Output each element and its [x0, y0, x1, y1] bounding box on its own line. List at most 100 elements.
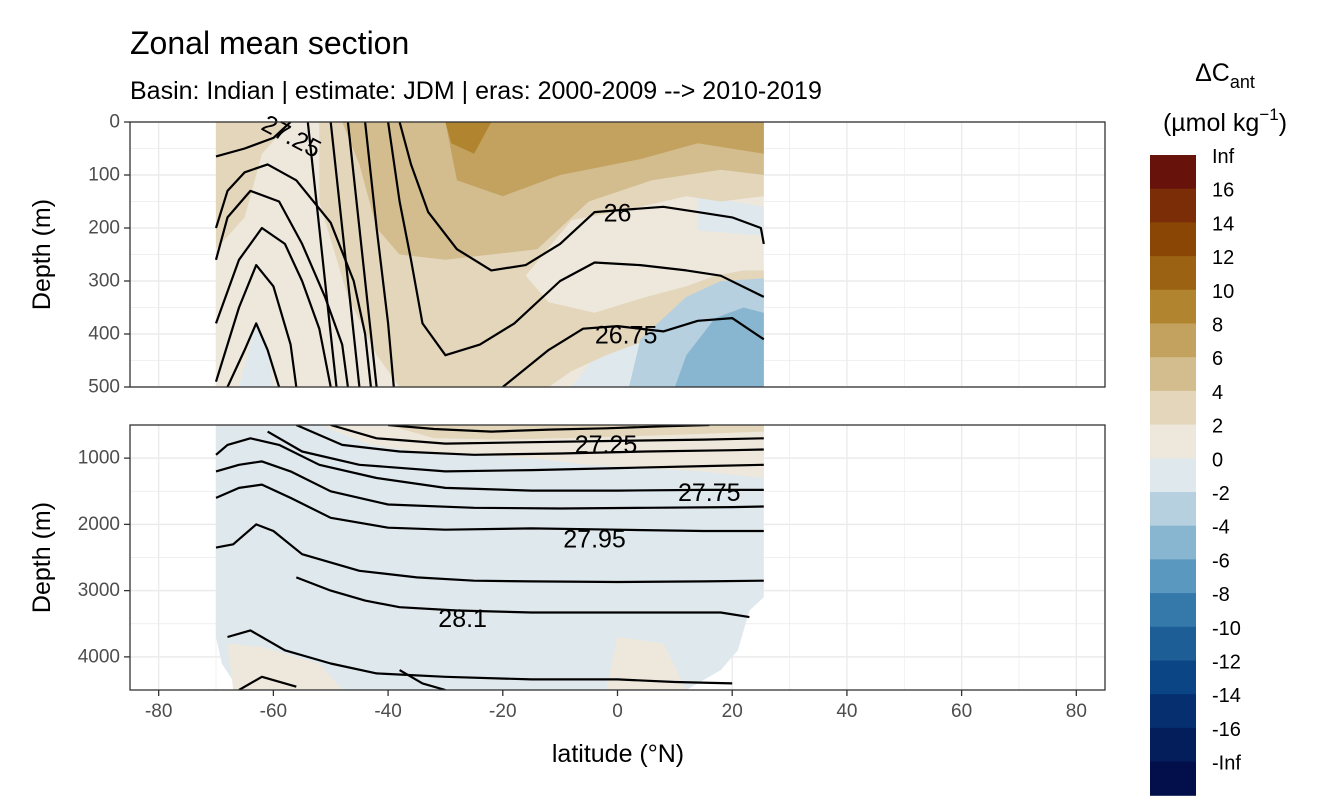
legend-label: 4 [1212, 382, 1223, 404]
density-contour-line [399, 669, 446, 690]
y-tick-label: 3000 [78, 580, 120, 601]
legend-swatch [1150, 694, 1196, 729]
contour-fill-region [445, 122, 764, 197]
x-tick-label: 80 [1066, 701, 1087, 722]
density-contour-line [227, 629, 733, 685]
y-tick-label: 400 [88, 324, 120, 345]
legend-swatch [1150, 761, 1196, 796]
legend-swatch [1150, 222, 1196, 257]
density-contour-line [215, 460, 764, 510]
contour-fill-region [606, 637, 687, 690]
lower-depth-panel: 27.25 27.75 27.95 28.1 1000 2000 3000 4000 [78, 424, 1106, 691]
legend-label: 6 [1212, 348, 1223, 370]
contour-label: 28.1 [438, 605, 487, 633]
contour-label: 26.75 [595, 321, 658, 349]
legend-swatch [1150, 458, 1196, 493]
legend-swatch [1150, 424, 1196, 459]
legend-swatches: Inf 16 14 12 10 8 6 4 2 0 -2 -4 -6 -8 -10 -12 -14 -16 -Inf [1150, 146, 1241, 796]
density-contour-line [295, 576, 750, 619]
y-axis-label: Depth (m) [28, 502, 56, 613]
legend-label: -12 [1212, 652, 1241, 674]
contour-fill-region [697, 193, 764, 236]
legend-label: 12 [1212, 247, 1234, 269]
legend-swatch [1150, 525, 1196, 560]
legend-swatch [1150, 188, 1196, 223]
contour-fill-region [445, 122, 492, 154]
contour-fill-region [342, 122, 764, 260]
density-contour-line [330, 425, 764, 445]
legend-swatch [1150, 727, 1196, 763]
x-tick-label: -20 [489, 701, 516, 722]
density-contour-line [214, 189, 349, 387]
density-contour-line [215, 483, 764, 533]
density-contour-line [238, 675, 297, 690]
density-contour-line [329, 122, 361, 387]
legend-label: 8 [1212, 315, 1223, 337]
contour-label: 27.95 [563, 526, 626, 554]
density-contour-line [214, 163, 372, 387]
density-contour-line [215, 122, 292, 158]
legend-swatch [1150, 256, 1196, 291]
density-contour-line [214, 226, 332, 387]
x-tick-label: -40 [374, 701, 401, 722]
y-tick-label: 500 [88, 377, 120, 398]
density-contour-line [214, 264, 298, 387]
legend-label: -16 [1212, 719, 1241, 741]
legend-label: -4 [1212, 517, 1230, 539]
x-tick-label: 0 [612, 701, 623, 722]
x-tick-label: 20 [722, 701, 743, 722]
y-tick-label: 100 [88, 165, 120, 186]
chart-title: Zonal mean section [130, 25, 409, 61]
y-axis-label: Depth (m) [28, 199, 56, 310]
density-contour-line [267, 430, 764, 473]
density-contour-line [295, 425, 764, 456]
density-contour-lines [215, 425, 764, 690]
legend-swatch [1150, 289, 1196, 324]
density-contour-line [387, 122, 765, 357]
y-tick-label: 2000 [78, 514, 120, 535]
y-tick-label: 300 [88, 271, 120, 292]
density-contour-line [388, 425, 710, 433]
density-contour-lines [214, 122, 765, 387]
density-contour-line [215, 437, 764, 492]
density-contour-line [398, 122, 765, 272]
legend-swatch [1150, 390, 1196, 426]
legend-swatch [1150, 492, 1196, 527]
contour-fill-region [319, 425, 764, 478]
y-tick-label: 1000 [78, 448, 120, 469]
legend-label: 0 [1212, 449, 1223, 471]
density-contour-line [306, 122, 338, 387]
legend-label: -8 [1212, 584, 1230, 606]
legend-swatch [1150, 323, 1196, 358]
color-legend: ΔCant (µmol kg−1) Inf 16 14 12 10 8 6 4 2 0 -2 -4 -6… [1150, 59, 1287, 796]
legend-swatch [1150, 155, 1196, 190]
legend-label: 2 [1212, 416, 1223, 438]
y-tick-label: 0 [109, 112, 120, 133]
legend-label: -2 [1212, 483, 1230, 505]
legend-label: 16 [1212, 180, 1234, 202]
legend-swatch [1150, 626, 1196, 661]
contour-fill-region [239, 323, 274, 387]
legend-label: -Inf [1212, 753, 1241, 775]
legend-swatch [1150, 593, 1196, 628]
legend-label: -10 [1212, 618, 1241, 640]
x-axis: -80 -60 -40 -20 0 20 40 60 80 [145, 690, 1087, 722]
legend-label: -6 [1212, 550, 1230, 572]
density-contour-line [502, 317, 765, 387]
contour-fill-region [216, 122, 291, 250]
legend-swatch [1150, 660, 1196, 695]
x-tick-label: -80 [145, 701, 172, 722]
filled-contours [216, 122, 764, 387]
panel-border [129, 121, 1106, 388]
contour-fill-region [227, 643, 343, 690]
legend-swatch [1150, 559, 1196, 594]
x-tick-label: 60 [951, 701, 972, 722]
contour-label: 27.25 [575, 431, 638, 459]
y-axis-labels: Depth (m) Depth (m) [28, 199, 56, 613]
density-contour-line [346, 122, 378, 387]
contour-fill-region [674, 307, 764, 387]
contour-label: 26 [604, 199, 632, 227]
filled-contours [216, 425, 764, 690]
legend-label: -14 [1212, 685, 1241, 707]
x-tick-label: 40 [836, 701, 857, 722]
